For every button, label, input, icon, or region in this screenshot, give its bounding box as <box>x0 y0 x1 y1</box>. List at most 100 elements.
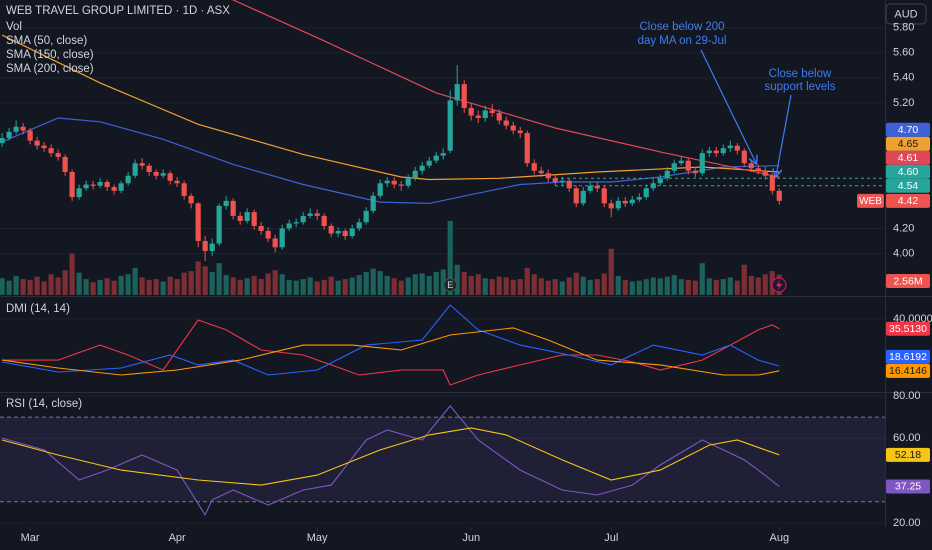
candle-body <box>76 188 82 198</box>
volume-bar <box>734 280 740 295</box>
symbol-label: WEB <box>859 196 882 207</box>
currency-button[interactable]: AUD <box>885 3 927 25</box>
candle-body <box>447 100 453 151</box>
candle-body <box>657 178 663 184</box>
volume-bar <box>272 270 278 295</box>
price-label-box <box>886 479 930 494</box>
volume-bar <box>244 278 250 295</box>
volume-bar <box>699 263 705 295</box>
price-label: 4.70 <box>898 124 919 136</box>
volume-bar <box>475 274 481 295</box>
candle-body <box>734 145 740 151</box>
candle-body <box>328 225 334 234</box>
volume-bar <box>594 279 600 295</box>
candle-body <box>531 163 537 171</box>
candle-body <box>440 153 446 156</box>
candle-body <box>720 148 726 154</box>
volume-bar <box>0 278 5 295</box>
candle-body <box>664 170 670 179</box>
candle-body <box>433 155 439 161</box>
alert-icon[interactable] <box>771 277 787 293</box>
volume-bar <box>300 279 306 295</box>
price-label: 4.42 <box>898 195 919 207</box>
candle-body <box>643 188 649 198</box>
candle-body <box>181 183 187 196</box>
candle-body <box>608 203 614 209</box>
y-tick-label: 5.40 <box>893 72 914 84</box>
candle-body <box>300 215 306 223</box>
candle-body <box>629 199 635 204</box>
volume-bar <box>279 274 285 295</box>
volume-bar <box>237 279 243 295</box>
volume-bar <box>335 280 341 295</box>
candle-body <box>762 170 768 176</box>
alert-icon-bolt[interactable] <box>776 280 782 290</box>
currency[interactable]: AUD <box>894 8 917 20</box>
volume-bar <box>706 278 712 295</box>
volume-bar <box>384 275 390 295</box>
price-label: 35.5130 <box>889 323 927 335</box>
volume-bar <box>230 277 236 295</box>
volume-bar <box>202 266 208 295</box>
candle-body <box>538 170 544 174</box>
candle-body <box>223 200 229 206</box>
currency-button-box[interactable] <box>885 3 927 25</box>
y-tick-label: 5.80 <box>893 22 914 34</box>
volume-bar <box>104 278 110 295</box>
volume-bar <box>125 274 131 295</box>
candle-body <box>286 223 292 229</box>
candle-body <box>377 183 383 196</box>
candle-body <box>741 150 747 164</box>
volume-bar <box>181 272 187 295</box>
volume-bar <box>657 278 663 295</box>
candle-body <box>314 213 320 216</box>
candle-body <box>370 195 376 211</box>
volume-bar <box>496 276 502 295</box>
volume-bar <box>601 273 607 295</box>
candle-body <box>692 170 698 174</box>
pane-title: DMI (14, 14) <box>6 303 70 315</box>
price-label: 4.60 <box>898 166 919 178</box>
candle-body <box>363 210 369 223</box>
candle-body <box>244 212 250 221</box>
volume-bar <box>41 281 47 295</box>
volume-bar <box>363 271 369 295</box>
legend-indicator: SMA (200, close) <box>6 63 94 75</box>
candle-body <box>776 190 782 201</box>
candle-body <box>419 165 425 171</box>
volume-bar <box>216 263 222 295</box>
band-fill <box>0 417 885 502</box>
candle-body <box>755 168 761 171</box>
price-label-box <box>886 122 930 137</box>
candle-body <box>90 184 96 186</box>
candle-body <box>132 163 138 176</box>
candle-body <box>748 163 754 169</box>
candle-body <box>517 130 523 134</box>
volume-bar <box>671 275 677 295</box>
candle-body <box>503 120 509 126</box>
candle-body <box>636 197 642 200</box>
volume-bar <box>370 268 376 295</box>
candle-body <box>34 140 40 146</box>
price-label: 2.56M <box>893 275 922 287</box>
volume-bar <box>755 277 761 295</box>
volume-bar <box>426 275 432 295</box>
volume-bar <box>132 267 138 295</box>
price-label-box <box>886 150 930 165</box>
annotation-arrow <box>700 49 756 163</box>
volume-bar <box>419 273 425 295</box>
volume-bar <box>482 278 488 295</box>
volume-bar <box>552 279 558 295</box>
x-tick-label: Jul <box>604 532 618 544</box>
candle-body <box>41 145 47 149</box>
candle-body <box>524 133 530 164</box>
x-tick-label: Aug <box>769 532 789 544</box>
candle-body <box>496 112 502 121</box>
indicator-line <box>1 405 780 517</box>
candle-body <box>685 160 691 171</box>
x-tick-label: Apr <box>169 532 186 544</box>
candle-body <box>27 130 33 141</box>
price-label-box <box>886 193 930 208</box>
pane-title: RSI (14, close) <box>6 398 82 410</box>
volume-bar <box>69 253 75 295</box>
